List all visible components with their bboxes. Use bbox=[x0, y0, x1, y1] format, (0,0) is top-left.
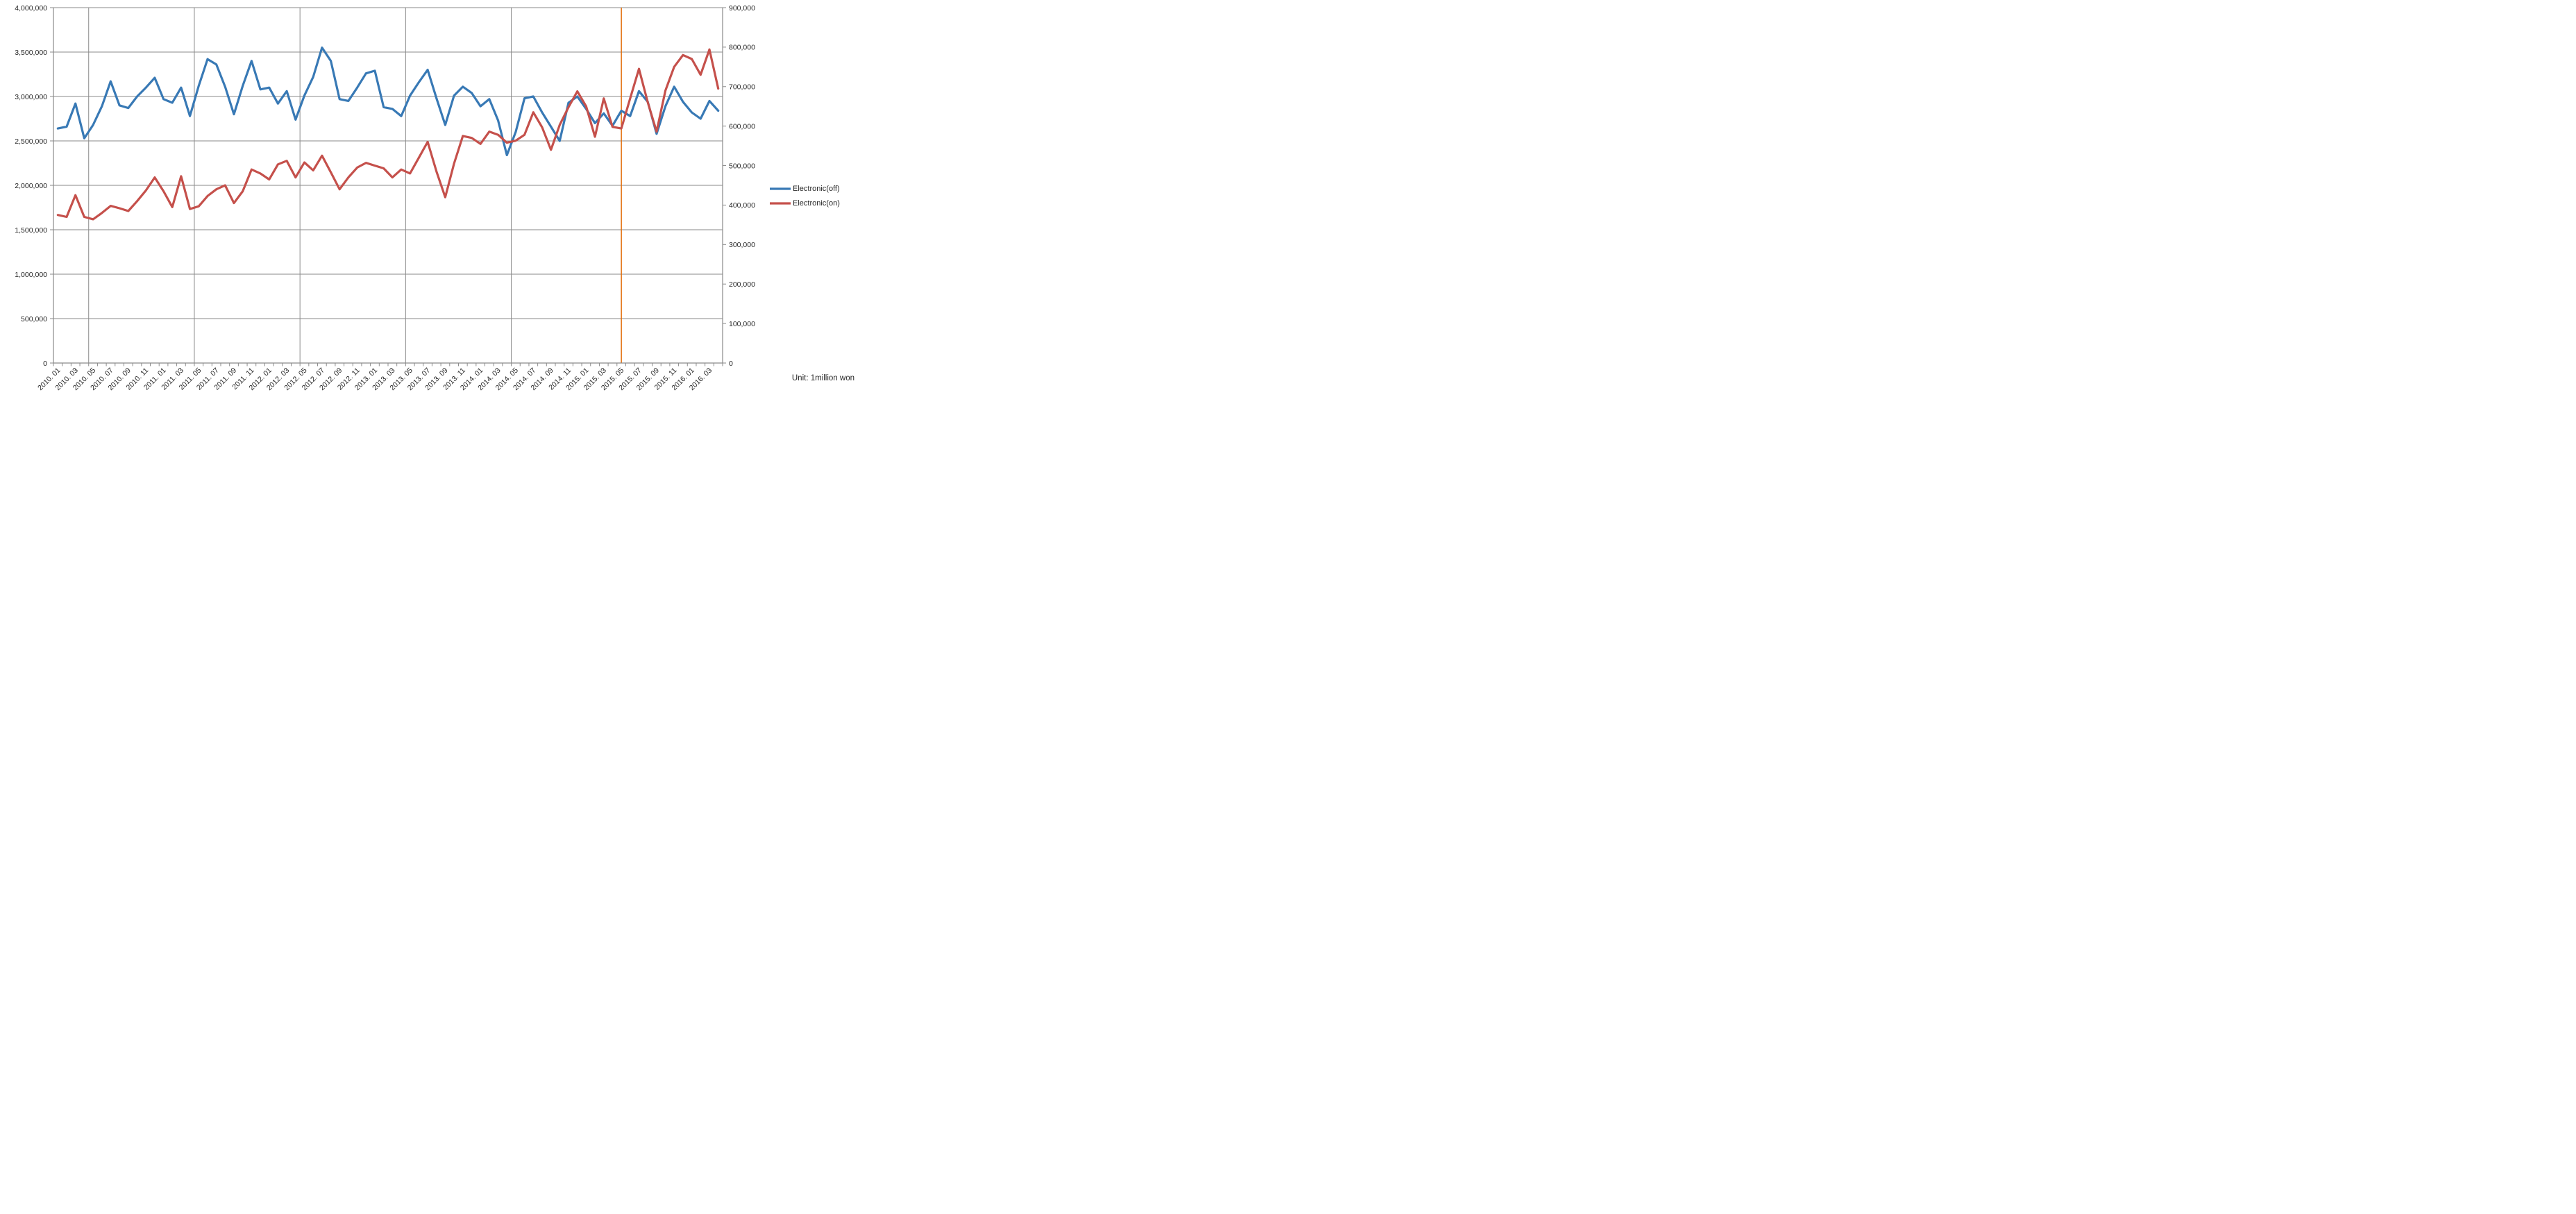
y-right-tick-label: 100,000 bbox=[729, 320, 755, 328]
y-left-tick-label: 2,500,000 bbox=[15, 137, 47, 146]
y-left-tick-label: 3,000,000 bbox=[15, 93, 47, 101]
y-right-tick-label: 0 bbox=[729, 360, 733, 368]
y-left-tick-label: 3,500,000 bbox=[15, 49, 47, 57]
legend-item-electronic-on: Electronic(on) bbox=[769, 199, 840, 208]
series-line-electronic-off- bbox=[56, 46, 720, 157]
y-right-tick-label: 900,000 bbox=[729, 4, 755, 12]
unit-note: Unit: 1million won bbox=[791, 374, 855, 382]
y-right-tick-label: 400,000 bbox=[729, 201, 755, 210]
y-left-tick-label: 1,000,000 bbox=[15, 271, 47, 279]
y-left-tick-label: 1,500,000 bbox=[15, 226, 47, 235]
series-line-electronic-on- bbox=[56, 48, 720, 221]
y-right-tick-label: 300,000 bbox=[729, 241, 755, 249]
y-right-tick-label: 200,000 bbox=[729, 280, 755, 289]
legend-item-electronic-off: Electronic(off) bbox=[769, 185, 840, 193]
y-left-tick-label: 0 bbox=[43, 360, 47, 368]
legend-swatch-electronic-off-line bbox=[770, 187, 791, 190]
y-left-tick-label: 2,000,000 bbox=[15, 182, 47, 190]
legend: Electronic(off) Electronic(on) bbox=[769, 185, 840, 208]
y-right-tick-label: 600,000 bbox=[729, 122, 755, 130]
y-left-tick-label: 500,000 bbox=[21, 315, 47, 323]
chart-screenshot: 0 500,000 1,000,000 1,500,000 2,000,000 2,500… bbox=[0, 0, 859, 405]
legend-label-electronic-off: Electronic(off) bbox=[793, 185, 840, 193]
legend-label-electronic-on: Electronic(on) bbox=[793, 199, 840, 208]
y-left-tick-label: 4,000,000 bbox=[15, 4, 47, 12]
legend-swatch-electronic-on-line bbox=[770, 202, 791, 205]
y-right-tick-label: 700,000 bbox=[729, 83, 755, 92]
line-chart-canvas: 0 500,000 1,000,000 1,500,000 2,000,000 2,500… bbox=[15, 4, 755, 392]
y-right-tick-label: 800,000 bbox=[729, 44, 755, 52]
y-right-tick-label: 500,000 bbox=[729, 162, 755, 170]
